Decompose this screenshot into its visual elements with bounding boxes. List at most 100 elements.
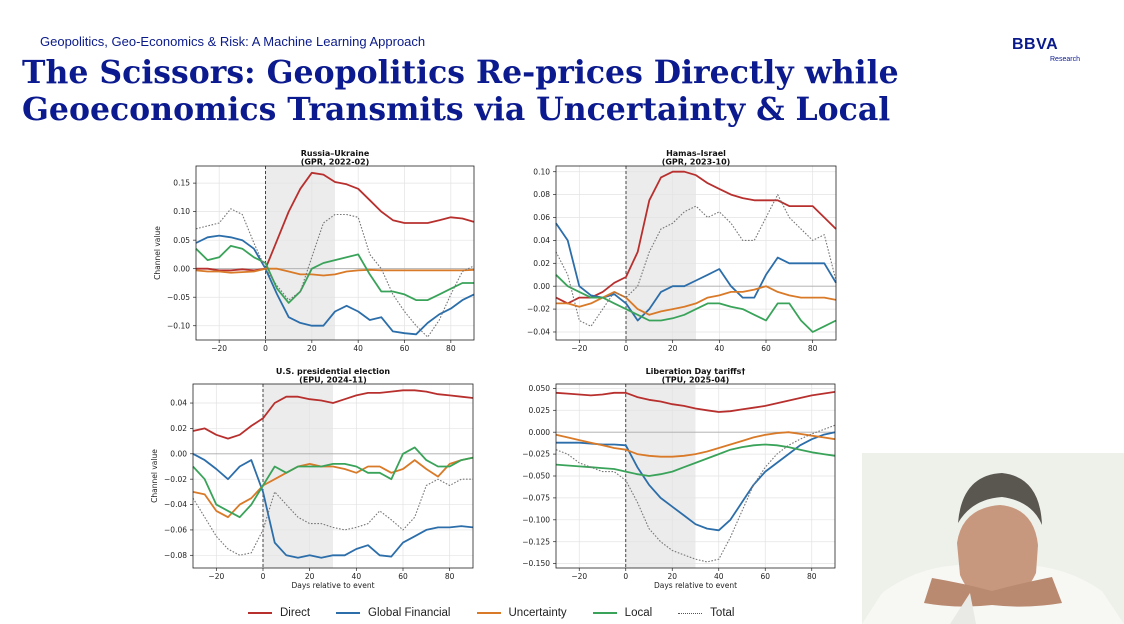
- chart-2-series-direct: [555, 170, 837, 305]
- chart-3-shaded-window: [263, 384, 333, 568]
- chart-4-series-total: [555, 424, 836, 563]
- chart-2-ytick-label-7: 0.10: [533, 167, 550, 176]
- legend-label-total: Total: [710, 607, 735, 619]
- chart-2-xtick-label-4: 60: [761, 344, 771, 353]
- chart-3-xtick-label-5: 80: [445, 572, 455, 581]
- chart-2-ytick-label-3: 0.02: [533, 259, 550, 268]
- presenter-image: [862, 453, 1124, 624]
- legend-item-direct: Direct: [248, 607, 310, 619]
- chart-3-series-direct: [192, 389, 474, 440]
- chart-3-xtick-label-3: 40: [352, 572, 362, 581]
- chart-2-ytick-label-6: 0.08: [533, 190, 550, 199]
- chart-4-ytick-label-2: −0.100: [522, 515, 550, 524]
- chart-1-title: Russia–Ukraine: [301, 149, 370, 158]
- legend-label-uncertainty: Uncertainty: [508, 607, 567, 619]
- chart-3-xtick-label-1: 0: [261, 572, 266, 581]
- chart-4-ytick-label-1: −0.125: [522, 537, 550, 546]
- chart-3: −0.08 −0.06 −0.04 −0.02 0.00 0.02 0.04 −20 0 20 40…: [150, 367, 474, 590]
- chart-1-ytick-label-5: 0.15: [173, 179, 190, 188]
- chart-4-ytick-label-7: 0.025: [529, 406, 551, 415]
- chart-4-ytick-label-6: 0.000: [529, 428, 551, 437]
- chart-1-shaded-window: [265, 166, 335, 340]
- chart-4-series-uncertainty: [555, 431, 836, 458]
- chart-4-ytick-label-8: 0.050: [529, 384, 551, 393]
- chart-4-xtick-label-1: 0: [623, 572, 628, 581]
- legend-swatch-total: [678, 612, 703, 614]
- chart-4-ytick-label-0: −0.150: [522, 559, 550, 568]
- chart-2-xtick-label-2: 20: [668, 344, 678, 353]
- chart-2-ytick-label-0: −0.04: [527, 328, 550, 337]
- chart-1-xtick-label-3: 40: [353, 344, 363, 353]
- chart-2-title: Hamas–Israel: [666, 149, 726, 158]
- chart-2-series-total: [555, 194, 837, 327]
- chart-2-ytick-label-5: 0.06: [533, 213, 550, 222]
- chart-3-series-global-financial: [192, 453, 474, 559]
- chart-1-series-global-financial: [195, 234, 475, 336]
- legend-label-global-financial: Global Financial: [368, 607, 451, 619]
- chart-2-series-local: [555, 274, 837, 333]
- chart-3-xtick-label-0: −20: [208, 572, 224, 581]
- chart-3-ytick-label-6: 0.04: [170, 399, 187, 408]
- chart-2-ytick-label-2: 0.00: [533, 282, 550, 291]
- chart-4: −0.150 −0.125 −0.100 −0.075 −0.050 −0.025 0.00…: [522, 367, 836, 590]
- chart-1-xtick-label-0: −20: [211, 344, 227, 353]
- chart-4-xtick-label-2: 20: [667, 572, 677, 581]
- chart-3-frame: [192, 383, 474, 569]
- chart-3-xtick-label-4: 60: [398, 572, 408, 581]
- chart-4-xlabel: Days relative to event: [654, 581, 737, 590]
- chart-2-xtick-label-1: 0: [624, 344, 629, 353]
- chart-4-xtick-label-0: −20: [571, 572, 587, 581]
- chart-3-xtick-label-2: 20: [305, 572, 315, 581]
- chart-1-series-direct: [196, 171, 475, 272]
- chart-4-ytick-label-5: −0.025: [522, 450, 550, 459]
- legend-item-total: Total: [678, 607, 734, 619]
- chart-1-ytick-label-4: 0.10: [173, 207, 190, 216]
- chart-1-xtick-label-2: 20: [307, 344, 317, 353]
- chart-1-series-uncertainty: [195, 267, 475, 277]
- chart-1-subtitle: (GPR, 2022-02): [301, 158, 370, 167]
- legend-label-direct: Direct: [280, 607, 311, 619]
- slide-title: The Scissors: Geopolitics Re-prices Dire…: [22, 54, 899, 128]
- chart-3-ytick-label-1: −0.06: [164, 526, 187, 535]
- chart-4-xtick-label-4: 60: [760, 572, 770, 581]
- chart-1-xtick-label-4: 60: [400, 344, 410, 353]
- chart-1-series-total: [195, 208, 475, 338]
- chart-4-xtick-label-3: 40: [714, 572, 724, 581]
- chart-3-ytick-label-4: 0.00: [170, 449, 187, 458]
- chart-1-ytick-label-3: 0.05: [173, 236, 190, 245]
- chart-3-ytick-label-0: −0.08: [164, 551, 187, 560]
- chart-1-xtick-label-5: 80: [446, 344, 456, 353]
- legend-item-local: Local: [592, 607, 652, 619]
- chart-2-xtick-label-3: 40: [715, 344, 725, 353]
- legend: Direct Global Financial Uncertainty Loca…: [248, 604, 760, 622]
- logo-subtext: Research: [1050, 56, 1080, 63]
- chart-4-ytick-label-4: −0.050: [522, 472, 550, 481]
- legend-item-uncertainty: Uncertainty: [476, 607, 567, 619]
- legend-swatch-local: [592, 612, 617, 614]
- chart-1-ytick-label-1: −0.05: [167, 293, 190, 302]
- chart-3-series-uncertainty: [192, 456, 474, 519]
- chart-3-ytick-label-5: 0.02: [170, 424, 187, 433]
- chart-4-title: Liberation Day tariffs†: [646, 367, 746, 376]
- deck-subtitle: Geopolitics, Geo-Economics & Risk: A Mac…: [40, 34, 426, 49]
- chart-3-series-local: [192, 446, 474, 519]
- chart-4-series-direct: [555, 391, 836, 413]
- chart-3-ylabel: Channel value: [150, 449, 159, 503]
- chart-1-xtick-label-1: 0: [263, 344, 268, 353]
- chart-2: −0.04 −0.02 0.00 0.02 0.04 0.06 0.08 0.10 −20 0 20…: [527, 149, 837, 353]
- legend-item-global-financial: Global Financial: [336, 607, 451, 619]
- chart-3-series-total: [192, 478, 473, 556]
- chart-1-ylabel: Channel value: [153, 226, 162, 280]
- chart-4-subtitle: (TPU, 2025-04): [662, 376, 730, 385]
- legend-swatch-uncertainty: [476, 612, 501, 614]
- logo-wordmark: BBVA: [1012, 36, 1059, 53]
- chart-3-xlabel: Days relative to event: [291, 581, 374, 590]
- chart-1-ytick-label-2: 0.00: [173, 264, 190, 273]
- chart-3-title: U.S. presidential election: [276, 367, 390, 376]
- chart-3-ytick-label-2: −0.04: [164, 500, 187, 509]
- chart-2-frame: [555, 165, 837, 341]
- chart-3-subtitle: (EPU, 2024-11): [299, 376, 367, 385]
- chart-2-xtick-label-5: 80: [808, 344, 818, 353]
- chart-1: −0.10 −0.05 0.00 0.05 0.10 0.15 −20 0 20 40 60 80 Ru…: [153, 149, 475, 353]
